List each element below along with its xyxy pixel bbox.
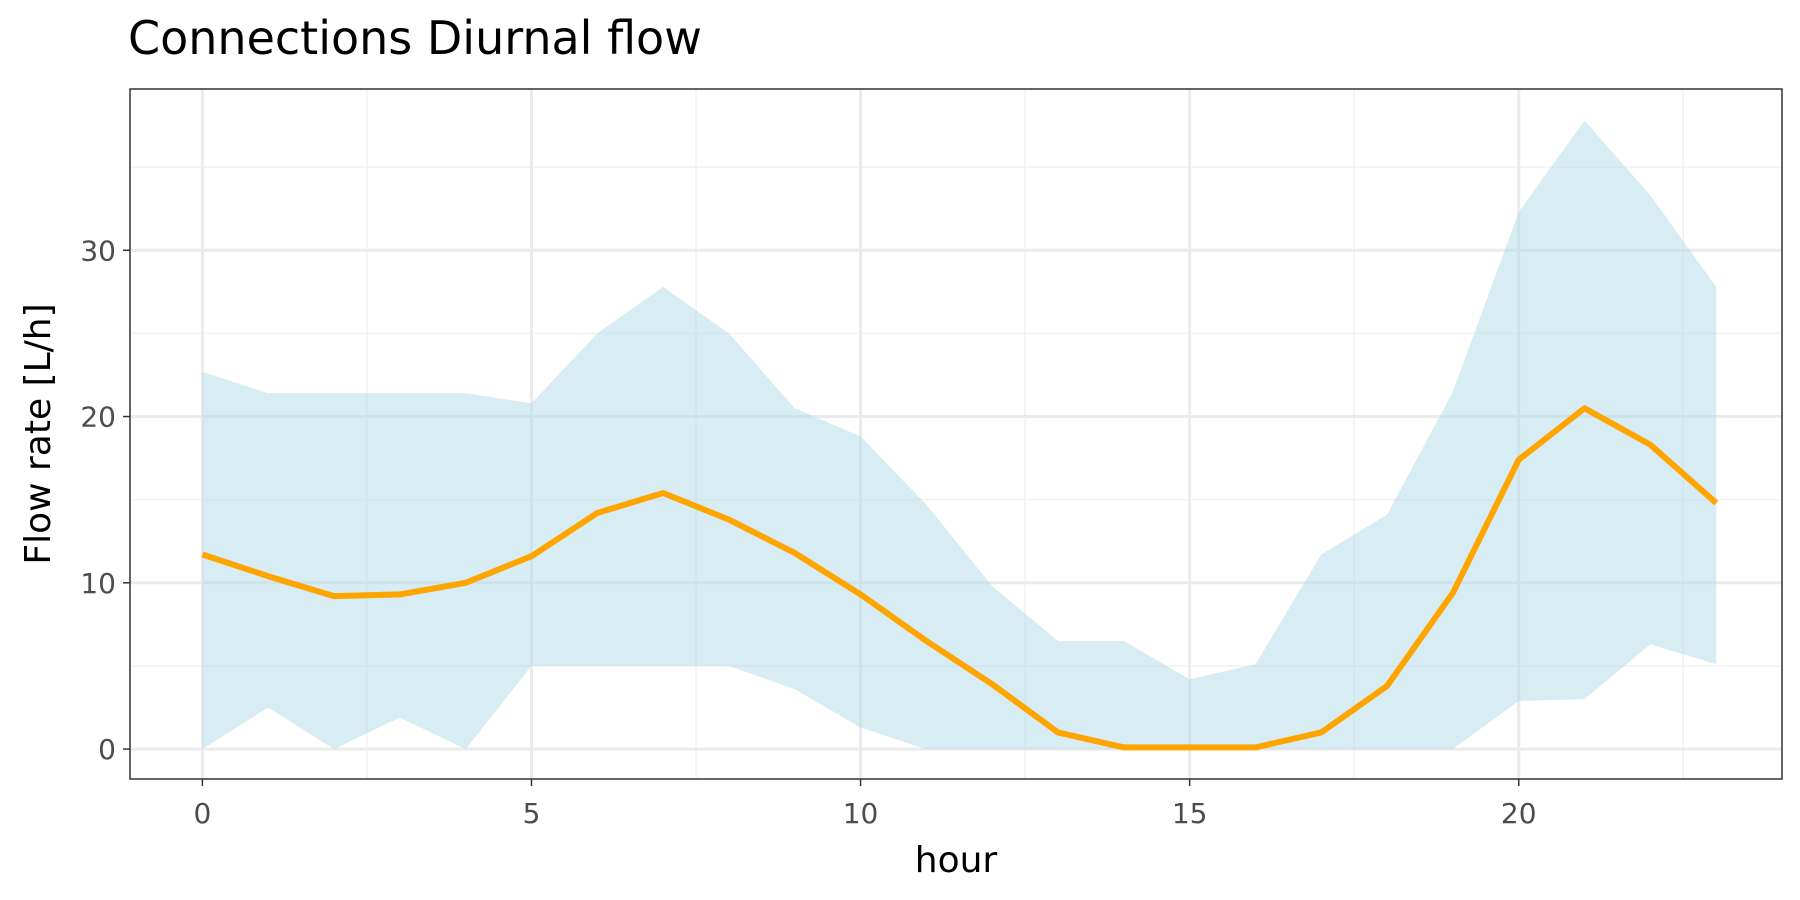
x-axis-ticks: 0 5 10 15 20 [193, 779, 1537, 830]
x-tick-label: 5 [523, 797, 541, 830]
flow-range-area [202, 120, 1717, 750]
panel-border [129, 88, 1783, 780]
minor-gridlines [130, 89, 1782, 779]
y-tick-label: 20 [80, 401, 116, 434]
x-axis-title: hour [915, 840, 998, 881]
y-axis-title: Flow rate [L/h] [18, 303, 59, 564]
y-tick-label: 0 [98, 733, 116, 766]
flow-range-band [202, 120, 1717, 750]
x-tick-label: 15 [1172, 797, 1208, 830]
flow-line [201, 405, 1719, 751]
major-gridlines [130, 89, 1782, 779]
x-tick-label: 20 [1501, 797, 1537, 830]
x-tick-label: 10 [843, 797, 879, 830]
chart-title: Connections Diurnal flow [128, 11, 702, 65]
y-axis-ticks: 0 10 20 30 [80, 234, 130, 766]
x-tick-label: 0 [193, 797, 211, 830]
y-tick-label: 30 [80, 234, 116, 267]
flow-mean-line [201, 405, 1719, 751]
y-tick-label: 10 [80, 567, 116, 600]
